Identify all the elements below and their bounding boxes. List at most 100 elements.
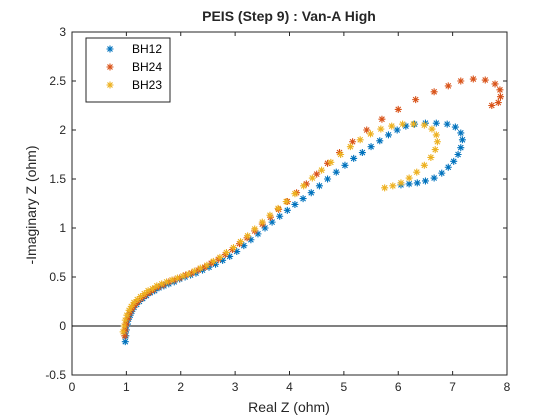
data-point-bh23 bbox=[163, 278, 171, 286]
data-point-bh23 bbox=[409, 120, 417, 128]
data-point-bh23 bbox=[274, 204, 282, 212]
data-point-bh12 bbox=[212, 260, 220, 268]
data-point-bh24 bbox=[313, 170, 321, 178]
data-point-bh12 bbox=[367, 143, 375, 151]
data-point-bh12 bbox=[307, 189, 315, 197]
data-point-bh23 bbox=[153, 282, 161, 290]
data-point-bh12 bbox=[324, 175, 332, 183]
data-point-bh23 bbox=[337, 151, 345, 158]
y-axis-label: -Imaginary Z (ohm) bbox=[23, 145, 39, 264]
data-point-bh12 bbox=[457, 129, 465, 137]
data-point-bh24 bbox=[496, 86, 504, 94]
data-point-bh23 bbox=[168, 276, 176, 284]
data-point-bh24 bbox=[221, 250, 229, 258]
data-point-bh24 bbox=[469, 75, 477, 83]
data-point-bh23 bbox=[144, 287, 152, 295]
x-tick-label: 2 bbox=[177, 380, 184, 394]
data-point-bh24 bbox=[481, 76, 489, 84]
y-tick-label: 2 bbox=[59, 123, 66, 137]
data-point-bh23 bbox=[318, 166, 326, 174]
data-point-bh23 bbox=[266, 211, 274, 219]
data-point-bh23 bbox=[148, 285, 156, 293]
data-point-bh24 bbox=[394, 105, 402, 113]
y-tick-label: 1.5 bbox=[49, 172, 66, 186]
data-point-bh12 bbox=[332, 168, 340, 176]
data-point-bh12 bbox=[458, 136, 466, 144]
data-point-bh12 bbox=[350, 154, 358, 162]
legend-label: BH24 bbox=[132, 60, 162, 74]
data-point-bh12 bbox=[261, 224, 269, 232]
chart-title: PEIS (Step 9) : Van-A High bbox=[202, 8, 376, 24]
data-point-bh23 bbox=[432, 131, 440, 139]
data-point-bh12 bbox=[233, 248, 241, 256]
data-point-bh23 bbox=[377, 125, 385, 133]
data-point-bh23 bbox=[184, 270, 192, 278]
data-point-bh12 bbox=[393, 126, 401, 134]
data-point-bh23 bbox=[388, 122, 396, 130]
data-point-bh23 bbox=[251, 225, 259, 233]
data-point-bh23 bbox=[229, 244, 237, 252]
data-point-bh12 bbox=[405, 180, 413, 188]
legend-label: BH12 bbox=[132, 42, 162, 56]
data-point-bh23 bbox=[196, 264, 204, 272]
data-point-bh24 bbox=[496, 93, 504, 101]
y-tick-label: -0.5 bbox=[45, 368, 66, 382]
x-tick-label: 5 bbox=[341, 380, 348, 394]
data-point-bh24 bbox=[324, 159, 332, 167]
data-point-bh12 bbox=[443, 120, 451, 128]
data-point-bh24 bbox=[378, 115, 386, 123]
x-tick-label: 6 bbox=[395, 380, 402, 394]
data-point-bh12 bbox=[315, 182, 323, 190]
data-point-bh12 bbox=[121, 338, 129, 346]
data-point-bh23 bbox=[282, 198, 290, 206]
data-point-bh23 bbox=[140, 290, 148, 298]
data-point-bh12 bbox=[240, 242, 248, 250]
data-point-bh23 bbox=[173, 274, 181, 282]
data-point-bh12 bbox=[276, 212, 284, 220]
data-point-bh12 bbox=[451, 123, 459, 131]
data-point-bh23 bbox=[179, 272, 187, 280]
data-point-bh23 bbox=[133, 296, 141, 304]
data-point-bh23 bbox=[119, 328, 127, 336]
data-point-bh23 bbox=[367, 130, 375, 138]
data-point-bh24 bbox=[182, 271, 190, 279]
data-point-bh12 bbox=[450, 157, 458, 165]
data-point-bh12 bbox=[438, 169, 446, 177]
data-point-bh23 bbox=[291, 190, 299, 198]
legend-label: BH23 bbox=[132, 78, 162, 92]
data-point-bh12 bbox=[358, 149, 366, 157]
y-tick-label: 2.5 bbox=[49, 74, 66, 88]
x-axis-label: Real Z (ohm) bbox=[248, 399, 330, 415]
data-point-bh24 bbox=[494, 99, 502, 107]
data-point-bh23 bbox=[399, 120, 407, 128]
data-point-bh23 bbox=[389, 182, 397, 190]
data-point-bh12 bbox=[421, 177, 429, 185]
y-tick-label: 0 bbox=[59, 319, 66, 333]
data-point-bh24 bbox=[235, 240, 243, 248]
data-point-bh23 bbox=[130, 298, 138, 306]
data-point-bh12 bbox=[384, 131, 392, 139]
x-tick-label: 3 bbox=[232, 380, 239, 394]
x-tick-label: 7 bbox=[449, 380, 456, 394]
data-point-bh23 bbox=[222, 249, 230, 256]
y-tick-label: 1 bbox=[59, 221, 66, 235]
data-point-bh24 bbox=[336, 149, 344, 157]
data-point-bh12 bbox=[432, 119, 440, 127]
data-point-bh12 bbox=[413, 179, 421, 187]
data-point-bh12 bbox=[421, 119, 429, 127]
data-point-bh12 bbox=[247, 236, 255, 244]
data-point-bh12 bbox=[268, 218, 276, 226]
data-point-bh23 bbox=[427, 153, 435, 161]
data-point-bh12 bbox=[444, 163, 452, 171]
data-point-bh24 bbox=[491, 80, 499, 88]
data-point-bh23 bbox=[244, 232, 252, 240]
data-point-bh23 bbox=[420, 121, 428, 129]
y-tick-label: 3 bbox=[59, 25, 66, 39]
data-point-bh23 bbox=[120, 322, 128, 330]
data-point-bh12 bbox=[376, 137, 384, 145]
data-point-bh23 bbox=[431, 146, 439, 154]
data-point-bh24 bbox=[363, 126, 371, 134]
data-point-bh12 bbox=[291, 200, 299, 208]
data-point-bh12 bbox=[457, 144, 465, 152]
